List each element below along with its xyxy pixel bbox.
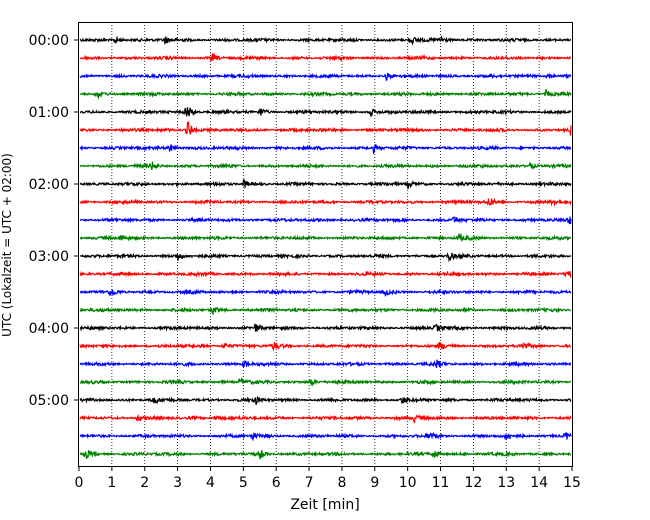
trace-0200 (79, 178, 572, 190)
trace-0430 (79, 359, 572, 369)
trace-0245 (79, 233, 572, 243)
y-axis-ticks: 00:00 01:00 02:00 03:00 04:00 05:00 (29, 33, 79, 409)
x-tick-label: 14 (530, 475, 548, 491)
trace-0445 (79, 376, 572, 388)
x-tick-label: 15 (563, 475, 581, 491)
x-gridlines (111, 22, 540, 466)
seismic-traces (79, 35, 572, 460)
y-tick-label: 00:00 (29, 33, 69, 49)
x-tick-label: 9 (370, 475, 379, 491)
trace-0515 (79, 413, 572, 424)
x-axis-label: Zeit [min] (290, 497, 359, 513)
x-tick-label: 13 (497, 475, 515, 491)
y-tick-label: 05:00 (29, 393, 69, 409)
x-tick-label: 0 (75, 475, 84, 491)
x-tick-label: 10 (399, 475, 417, 491)
trace-0100 (79, 107, 572, 118)
trace-0045 (79, 89, 572, 100)
x-axis-ticks: 0 1 2 3 4 5 6 7 8 9 10 11 12 13 14 15 (75, 466, 581, 491)
x-tick-label: 1 (107, 475, 116, 491)
trace-0145 (79, 161, 572, 171)
trace-0115 (79, 121, 572, 136)
y-axis-label: UTC (Lokalzeit = UTC + 02:00) (0, 153, 14, 337)
x-tick-label: 6 (272, 475, 281, 491)
trace-0545 (79, 449, 572, 460)
trace-0400 (79, 323, 572, 332)
trace-0000 (79, 35, 572, 46)
x-tick-label: 3 (173, 475, 182, 491)
trace-0015 (79, 52, 572, 62)
trace-0130 (79, 143, 572, 155)
trace-0300 (79, 252, 572, 263)
trace-0345 (79, 306, 572, 316)
x-tick-label: 2 (140, 475, 149, 491)
trace-0315 (79, 270, 572, 278)
x-tick-label: 5 (239, 475, 248, 491)
x-tick-label: 8 (337, 475, 346, 491)
y-tick-label: 03:00 (29, 249, 69, 265)
x-tick-label: 7 (305, 475, 314, 491)
trace-0215 (79, 197, 572, 207)
trace-0415 (79, 341, 572, 352)
y-tick-label: 02:00 (29, 177, 69, 193)
x-tick-label: 12 (464, 475, 482, 491)
trace-0500 (79, 395, 572, 405)
trace-0230 (79, 215, 572, 225)
y-tick-label: 04:00 (29, 321, 69, 337)
trace-0030 (79, 72, 572, 81)
trace-0530 (79, 431, 572, 442)
trace-0330 (79, 288, 572, 297)
y-tick-label: 01:00 (29, 105, 69, 121)
x-tick-label: 4 (206, 475, 215, 491)
plot-frame (78, 22, 573, 467)
x-tick-label: 11 (432, 475, 450, 491)
